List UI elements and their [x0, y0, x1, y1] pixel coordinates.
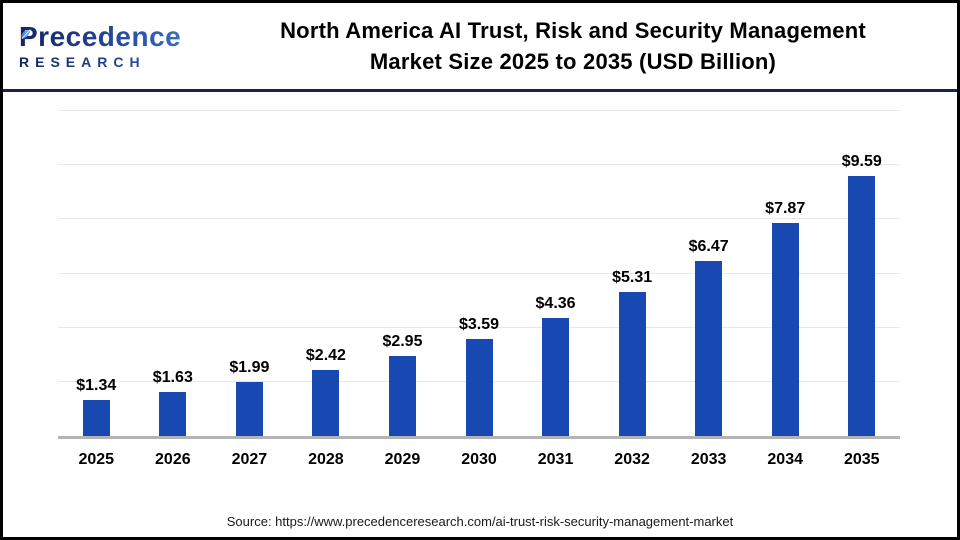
logo-wordmark: Precedence	[19, 22, 229, 52]
x-axis-labels: 2025 2026 2027 2028 2029 2030 2031 2032 2033 2034…	[58, 451, 900, 469]
bar-2033	[695, 260, 723, 436]
title-line-1: North America AI Trust, Risk and Securit…	[280, 18, 866, 43]
bar-value-label-2030: $3.59	[458, 315, 500, 333]
bar-column-2033: $6.47	[670, 111, 747, 436]
x-axis-label-2026: 2026	[155, 451, 191, 468]
bar-value-label-2028: $2.42	[305, 347, 346, 365]
bar-2028	[312, 370, 340, 436]
bar-column-2030: $3.59	[441, 111, 518, 436]
bar-column-2034: $7.87	[747, 111, 824, 436]
bar-2025	[82, 399, 110, 436]
bar-column-2032: $5.31	[594, 111, 671, 436]
gridline-6	[58, 272, 900, 274]
bar-column-2025: $1.34	[58, 111, 135, 436]
logo-subtitle: RESEARCH	[19, 54, 229, 70]
bar-2035	[848, 176, 876, 436]
bars: $1.34 $1.63 $1.99 $2.42 $2.95 $3.59 $4.36 $5.31…	[58, 111, 900, 436]
gridline-8	[58, 218, 900, 220]
logo: Precedence RESEARCH	[3, 22, 229, 71]
x-axis-label-2025: 2025	[78, 451, 115, 468]
bar-column-2026: $1.63	[135, 111, 212, 436]
bar-value-label-2029: $2.95	[382, 333, 423, 351]
bar-value-label-2027: $1.99	[229, 359, 270, 377]
x-axis-label-2034: 2034	[767, 451, 803, 468]
x-axis-label-2027: 2027	[231, 451, 268, 468]
bar-2029	[388, 356, 416, 436]
bar-2032	[618, 292, 646, 436]
bar-value-label-2033: $6.47	[688, 237, 729, 255]
bar-2030	[465, 338, 493, 436]
bar-2031	[542, 317, 570, 436]
bar-value-label-2026: $1.63	[152, 368, 193, 386]
bar-column-2031: $4.36	[517, 111, 594, 436]
bar-column-2029: $2.95	[364, 111, 441, 436]
gridline-4	[58, 326, 900, 328]
bar-value-label-2032: $5.31	[612, 269, 653, 287]
x-axis-label-2029: 2029	[384, 451, 421, 468]
x-axis-label-2033: 2033	[690, 451, 727, 468]
bar-value-label-2034: $7.87	[765, 199, 806, 217]
title-line-2: Market Size 2025 to 2035 (USD Billion)	[369, 49, 777, 74]
source-citation: Source: https://www.precedenceresearch.c…	[226, 514, 734, 529]
bar-value-label-2031: $4.36	[535, 294, 576, 312]
gridline-10	[58, 164, 900, 166]
header: Precedence RESEARCH North America AI Tru…	[3, 3, 957, 92]
plot-area: $1.34 $1.63 $1.99 $2.42 $2.95 $3.59 $4.36 $5.31…	[58, 110, 900, 439]
x-axis-label-2030: 2030	[461, 451, 497, 468]
bar-value-label-2035: $9.59	[841, 153, 882, 171]
bar-column-2035: $9.59	[823, 111, 900, 436]
bar-value-label-2025: $1.34	[76, 376, 117, 394]
page-title: North America AI Trust, Risk and Securit…	[229, 15, 957, 77]
leaf-icon	[21, 29, 31, 39]
x-axis-label-2028: 2028	[308, 451, 344, 468]
bar-chart: $1.34 $1.63 $1.99 $2.42 $2.95 $3.59 $4.36 $5.31…	[3, 92, 957, 537]
bar-column-2028: $2.42	[288, 111, 365, 436]
bar-2034	[771, 222, 799, 436]
gridline-12	[58, 110, 900, 111]
x-axis-label-2031: 2031	[537, 451, 574, 468]
bar-2026	[159, 391, 187, 436]
bar-2027	[235, 382, 263, 436]
x-axis-label-2035: 2035	[843, 451, 880, 468]
x-axis-label-2032: 2032	[614, 451, 650, 468]
bar-column-2027: $1.99	[211, 111, 288, 436]
